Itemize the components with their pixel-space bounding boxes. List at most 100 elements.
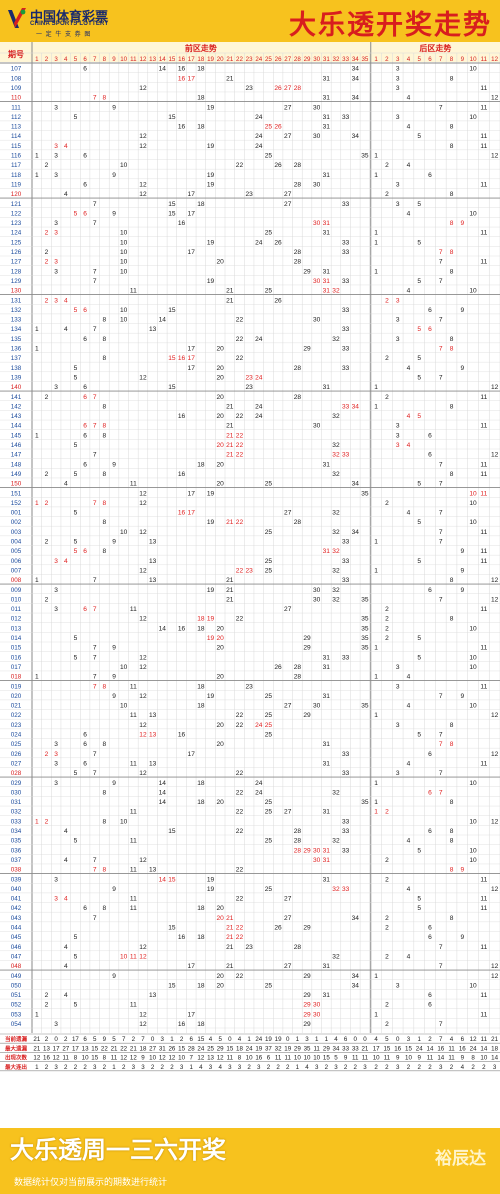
front-ball: 22 [236,896,244,903]
front-ball: 33 [342,558,350,565]
back-ball: 10 [469,664,477,671]
front-ball: 5 [74,934,78,941]
stats-value: 29 [323,1045,330,1052]
front-ball: 5 [74,307,78,314]
stats-value: 0 [228,1036,232,1043]
issue-number: 052 [11,1002,22,1009]
front-ball: 9 [112,645,116,652]
issue-number: 119 [11,181,22,188]
front-ball: 20 [217,365,225,372]
stats-value: 4 [218,1064,222,1071]
front-ball: 10 [120,230,128,237]
stats-block [0,1033,500,1071]
back-ball: 12 [491,577,499,584]
front-ball: 30 [313,587,321,594]
back-ball: 7 [439,693,443,700]
front-ball: 11 [130,712,137,719]
back-ball: 10 [469,114,477,121]
front-ball: 15 [168,982,176,989]
stats-value: 13 [207,1055,214,1062]
front-ball: 22 [236,452,244,459]
stats-value: 3 [54,1064,58,1071]
back-ball: 2 [385,857,389,864]
issue-number: 134 [11,326,22,333]
stats-value: 9 [141,1055,145,1062]
front-ball: 6 [83,606,87,613]
front-ball: 3 [54,741,58,748]
back-ball: 2 [385,616,389,623]
front-ball: 9 [112,539,116,546]
stats-value: 6 [461,1036,465,1043]
stats-value: 8 [103,1055,107,1062]
stats-value: 7 [141,1036,145,1043]
front-ball: 17 [188,365,196,372]
front-ball: 31 [323,548,331,555]
back-number-header: 7 [439,56,443,63]
back-ball: 10 [469,210,477,217]
back-ball: 7 [439,596,443,603]
back-ball: 5 [417,896,421,903]
front-ball: 1 [35,326,39,333]
issue-number: 140 [11,384,22,391]
stats-value: 5 [112,1036,116,1043]
front-ball: 19 [207,172,215,179]
front-ball: 7 [93,95,97,102]
back-ball: 2 [385,953,389,960]
issue-number: 150 [11,481,22,488]
front-ball: 33 [342,654,350,661]
issue-number: 145 [11,432,22,439]
front-ball: 7 [93,268,97,275]
front-ball: 22 [236,809,244,816]
front-ball: 31 [323,268,331,275]
issue-number: 029 [11,780,22,787]
stats-row-label: 出现次数 [5,1054,28,1062]
back-ball: 1 [374,384,378,391]
front-ball: 22 [236,519,244,526]
back-ball: 6 [428,789,432,796]
front-number-header: 6 [83,56,87,63]
front-ball: 5 [74,442,78,449]
front-ball: 9 [112,973,116,980]
front-ball: 34 [352,133,360,140]
front-ball: 26 [274,664,282,671]
front-ball: 25 [265,712,273,719]
front-ball: 33 [342,577,350,584]
front-ball: 18 [197,1021,205,1028]
front-ball: 22 [236,432,244,439]
front-ball: 3 [54,760,58,767]
front-ball: 4 [64,191,68,198]
issue-number: 110 [11,95,22,102]
back-ball: 6 [428,432,432,439]
front-ball: 9 [112,693,116,700]
back-ball: 1 [374,809,378,816]
stats-value: 16 [459,1045,466,1052]
issue-number: 051 [11,992,22,999]
issue-number: 020 [11,693,22,700]
front-ball: 16 [178,66,186,73]
front-number-header: 3 [54,56,58,63]
logo-slogan: 一 定 牛 支 券 图 [36,32,92,38]
front-ball: 21 [226,442,234,449]
stats-value: 3 [93,1064,97,1071]
front-ball: 15 [168,355,176,362]
back-ball: 8 [450,577,454,584]
issue-number: 026 [11,751,22,758]
back-ball: 4 [407,760,411,767]
front-ball: 24 [255,114,263,121]
back-ball: 8 [450,915,454,922]
back-ball: 7 [439,346,443,353]
front-ball: 33 [342,751,350,758]
back-ball: 4 [407,124,411,131]
back-ball: 5 [417,355,421,362]
stats-value: 10 [246,1055,253,1062]
front-ball: 15 [168,828,176,835]
front-ball: 7 [93,278,97,285]
front-ball: 13 [149,558,157,565]
issue-number: 117 [11,162,22,169]
front-ball: 12 [139,664,147,671]
front-ball: 24 [255,789,263,796]
back-ball: 11 [480,471,487,478]
front-ball: 1 [35,674,39,681]
issue-number: 017 [11,664,22,671]
issue-number: 109 [11,85,22,92]
